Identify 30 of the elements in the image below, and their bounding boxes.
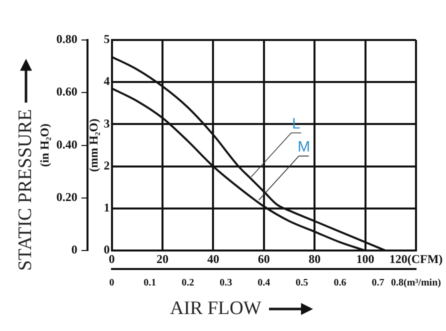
y2-tick-label: 0.20	[56, 190, 78, 204]
x-tick-label: 120(CFM)	[389, 252, 443, 266]
y-axis-title: (mm H₂O)	[86, 118, 101, 172]
annotation: M	[298, 138, 310, 156]
y2-tick-label: 0.80	[56, 32, 78, 46]
x-tick-label: 20	[156, 252, 168, 266]
x-tick-label: 40	[207, 252, 220, 266]
y2-tick-label: 0.40	[56, 137, 78, 152]
text: STATIC PRESSURE	[15, 109, 37, 271]
y-tick-label: 4	[104, 74, 110, 88]
x2-tick-label: 0.1	[144, 278, 156, 289]
x-tick-label: 100	[356, 252, 374, 266]
y-tick-label: 0	[104, 242, 110, 257]
y-tick-label: 1	[104, 200, 110, 215]
x2-tick-label: 0.2	[182, 278, 194, 289]
y-tick-label: 2	[104, 158, 110, 172]
text: AIR FLOW	[170, 298, 262, 320]
y-tick-label: 3	[104, 116, 110, 130]
x2-tick-label: 0.8(m³/min)	[391, 278, 441, 289]
y2-tick-label: 0	[71, 242, 78, 257]
x2-tick-label: 0.7	[372, 278, 384, 289]
y2-tick-label: 0.60	[56, 84, 78, 99]
y2-axis-title: (in H₂O)	[37, 124, 52, 167]
x-tick-label: 80	[308, 252, 321, 266]
y-tick-label: 5	[104, 32, 110, 46]
x2-tick-label: 0.4	[258, 278, 270, 289]
x2-tick-label: 0.3	[220, 278, 232, 289]
x2-tick-label: 0.5	[296, 278, 308, 289]
x-tick-label: 60	[258, 252, 270, 266]
x2-tick-label: 0.6	[334, 278, 346, 289]
